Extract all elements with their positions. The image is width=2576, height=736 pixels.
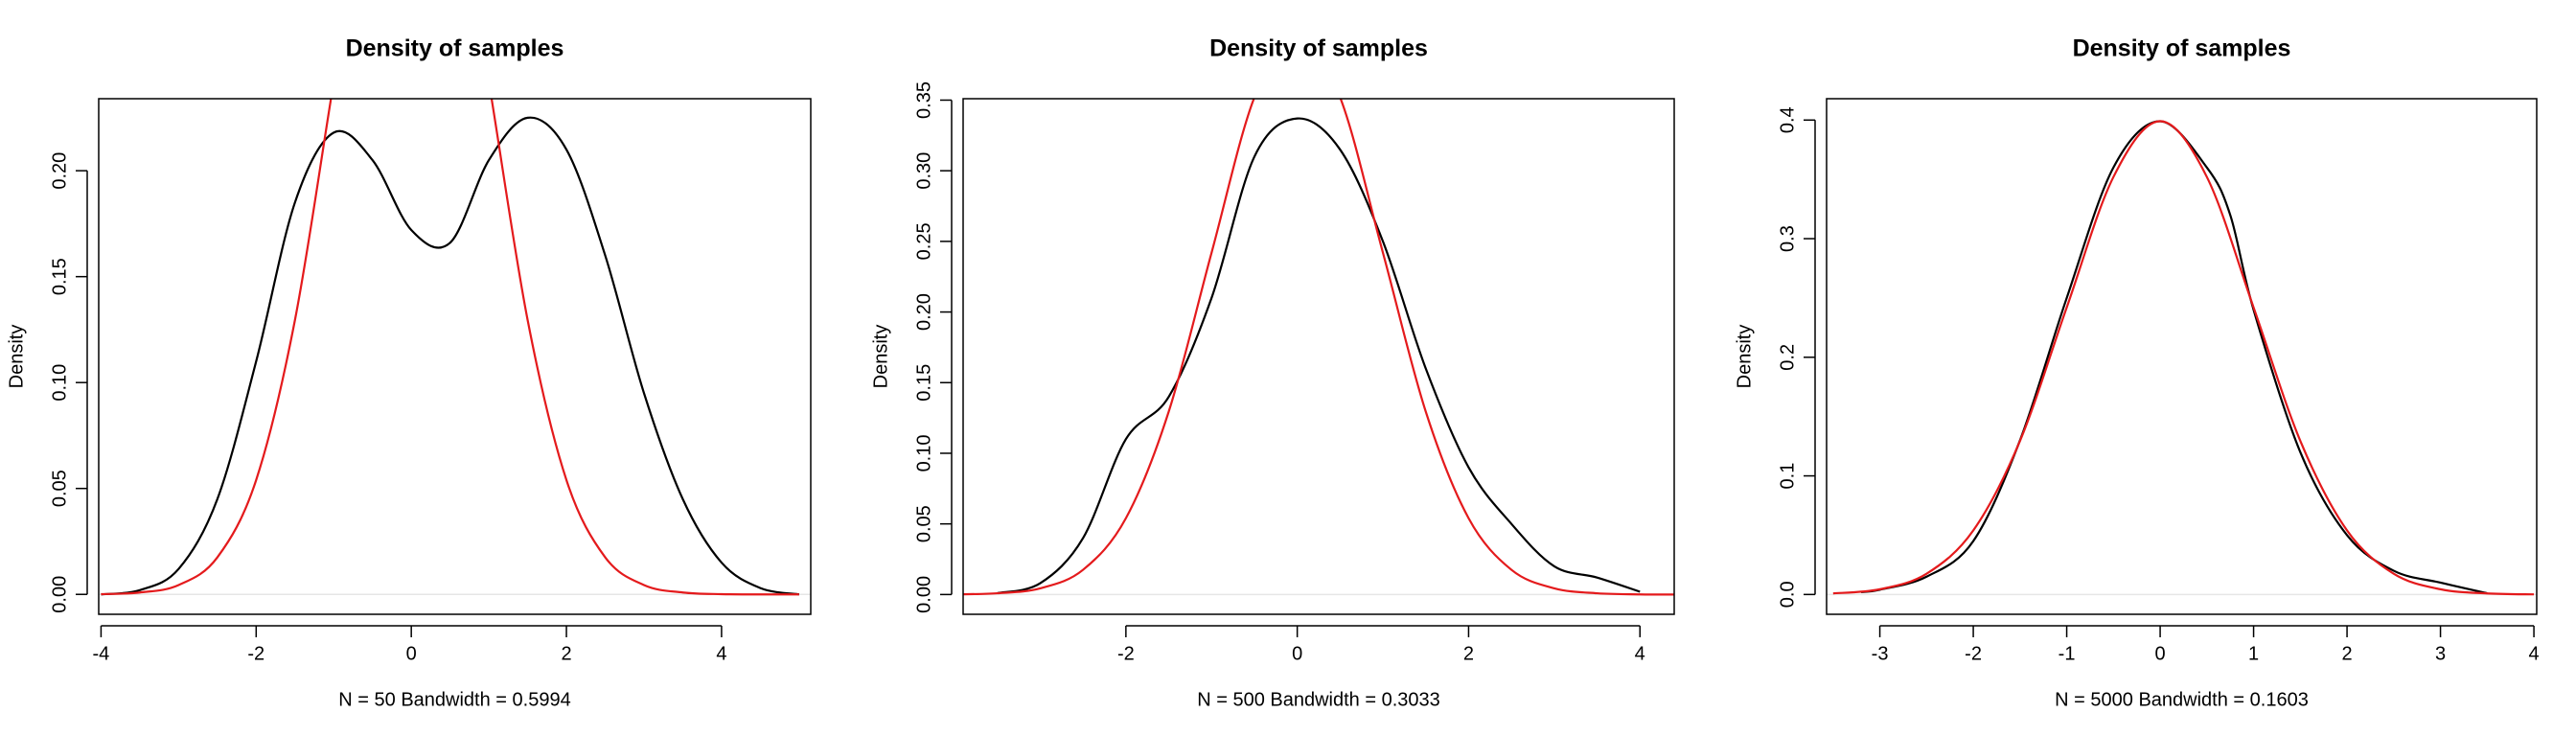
x-axis-label: N = 50 Bandwidth = 0.5994 — [338, 689, 570, 710]
plot-area — [963, 99, 1674, 596]
panel: Density of samples N = 500 Bandwidth = 0.… — [870, 35, 1675, 710]
y-axis-label: Density — [870, 325, 891, 389]
y-axis-label: Density — [1734, 325, 1755, 389]
x-tick-label: 0 — [1292, 643, 1302, 664]
y-tick-label: 0.00 — [913, 576, 934, 613]
y-tick-label: 0.10 — [49, 364, 70, 402]
x-tick-label: -1 — [2058, 643, 2076, 664]
density-line — [963, 99, 1674, 596]
density-line — [1832, 120, 2535, 596]
density-line — [101, 116, 800, 596]
y-tick-label: 0.10 — [913, 434, 934, 472]
y-tick-label: 0.25 — [913, 222, 934, 260]
y-tick-label: 0.35 — [913, 81, 934, 119]
y-tick-label: 0.15 — [49, 258, 70, 295]
panel: Density of samples N = 5000 Bandwidth = 0… — [1734, 35, 2539, 711]
x-tick-label: 4 — [1635, 643, 1645, 664]
plot-box — [962, 98, 1675, 615]
plot-area — [1832, 120, 2535, 596]
y-tick-label: 0.4 — [1777, 106, 1798, 133]
plot-box — [98, 98, 812, 615]
x-tick-label: 3 — [2435, 643, 2446, 664]
y-tick-label: 0.0 — [1777, 581, 1798, 608]
y-tick-label: 0.3 — [1777, 225, 1798, 252]
y-tick-label: 0.30 — [913, 152, 934, 190]
plot-box — [1826, 98, 2538, 615]
y-tick-label: 0.20 — [49, 152, 70, 190]
x-tick-label: -2 — [1117, 643, 1135, 664]
y-tick-label: 0.05 — [913, 505, 934, 542]
chart-title: Density of samples — [2073, 35, 2291, 62]
density-line — [1860, 120, 2488, 595]
x-axis-label: N = 500 Bandwidth = 0.3033 — [1197, 689, 1440, 710]
y-tick-label: 0.1 — [1777, 463, 1798, 490]
x-tick-label: -2 — [247, 643, 264, 664]
y-axis-label: Density — [6, 325, 27, 389]
x-tick-label: 4 — [716, 643, 726, 664]
x-tick-label: 2 — [561, 643, 571, 664]
y-tick-label: 0.15 — [913, 364, 934, 402]
y-tick-label: 0.2 — [1777, 344, 1798, 371]
chart-title: Density of samples — [346, 35, 564, 62]
x-tick-label: 1 — [2248, 643, 2259, 664]
panel: Density of samples N = 50 Bandwidth = 0.5… — [6, 35, 812, 710]
x-tick-label: 2 — [2342, 643, 2353, 664]
x-tick-label: -3 — [1872, 643, 1889, 664]
y-tick-label: 0.20 — [913, 293, 934, 331]
density-line — [997, 117, 1641, 594]
x-tick-label: 2 — [1463, 643, 1474, 664]
chart-title: Density of samples — [1209, 35, 1428, 62]
x-axis-label: N = 5000 Bandwidth = 0.1603 — [2055, 689, 2309, 710]
density-line — [101, 99, 799, 596]
y-tick-label: 0.05 — [49, 470, 70, 507]
y-tick-label: 0.00 — [49, 576, 70, 613]
x-tick-label: 4 — [2529, 643, 2540, 664]
plot-area — [101, 99, 800, 596]
x-tick-label: 0 — [2155, 643, 2166, 664]
x-tick-label: -4 — [93, 643, 110, 664]
x-tick-label: 0 — [406, 643, 417, 664]
x-tick-label: -2 — [1965, 643, 1982, 664]
